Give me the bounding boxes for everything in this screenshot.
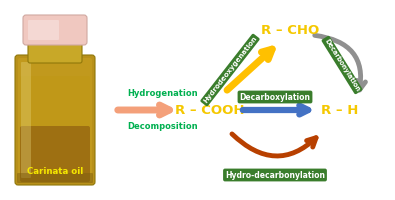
Text: Carinata oil: Carinata oil bbox=[27, 168, 83, 176]
Text: Hydrodeoxygenation: Hydrodeoxygenation bbox=[202, 36, 258, 104]
Text: Decarboxylation: Decarboxylation bbox=[239, 92, 310, 102]
Text: Hydro-decarbonylation: Hydro-decarbonylation bbox=[225, 170, 325, 180]
FancyBboxPatch shape bbox=[23, 15, 87, 45]
FancyBboxPatch shape bbox=[20, 126, 90, 182]
Text: R – H: R – H bbox=[321, 104, 359, 116]
FancyArrowPatch shape bbox=[232, 134, 316, 156]
FancyBboxPatch shape bbox=[28, 20, 59, 40]
FancyBboxPatch shape bbox=[21, 62, 31, 178]
FancyBboxPatch shape bbox=[20, 76, 90, 182]
Text: Decarbonylation: Decarbonylation bbox=[323, 38, 361, 92]
FancyBboxPatch shape bbox=[28, 36, 82, 63]
FancyArrowPatch shape bbox=[315, 35, 365, 90]
Text: R – CHO: R – CHO bbox=[261, 23, 319, 36]
FancyBboxPatch shape bbox=[18, 58, 92, 182]
Text: R – COOH: R – COOH bbox=[175, 104, 245, 116]
FancyBboxPatch shape bbox=[17, 173, 93, 183]
Text: Hydrogenation: Hydrogenation bbox=[128, 89, 198, 98]
FancyBboxPatch shape bbox=[15, 55, 95, 185]
Text: Decomposition: Decomposition bbox=[128, 122, 198, 131]
